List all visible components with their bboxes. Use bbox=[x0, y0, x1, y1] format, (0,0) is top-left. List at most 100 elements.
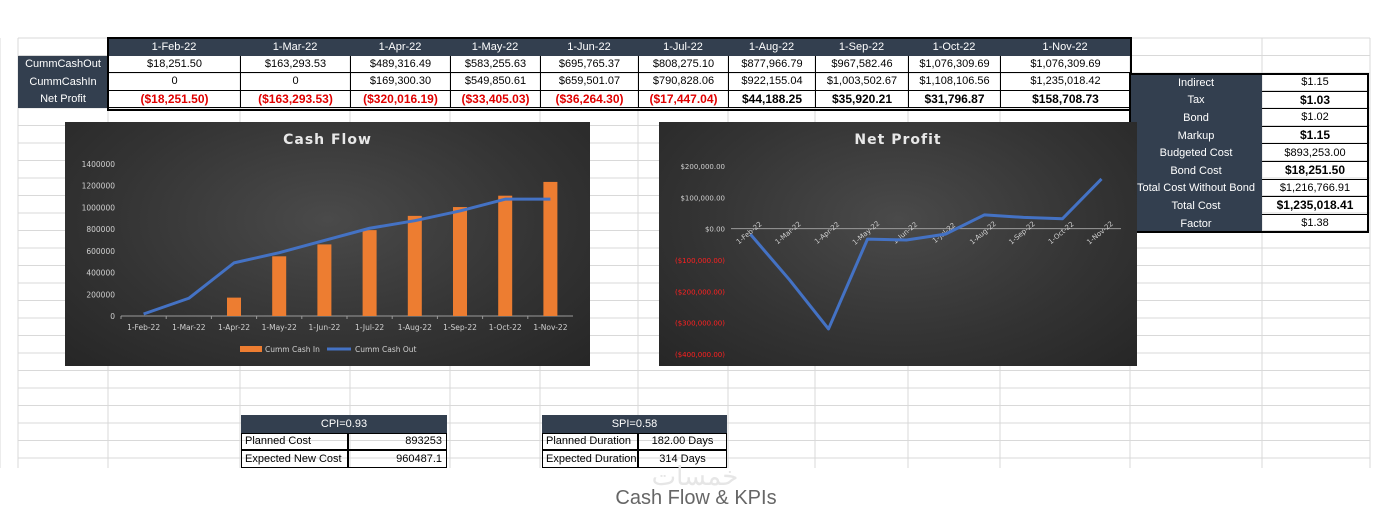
table-cell-1-2[interactable]: $169,300.30 bbox=[350, 73, 450, 91]
param-label-8[interactable]: Factor bbox=[1130, 214, 1262, 233]
param-value-6[interactable]: $1,216,766.91 bbox=[1262, 180, 1368, 198]
month-header-5[interactable]: 1-Jul-22 bbox=[638, 38, 728, 56]
cf-xtick-label: 1-Nov-22 bbox=[533, 323, 567, 332]
cpi-value-1[interactable]: 960487.1 bbox=[348, 450, 447, 468]
cf-bar bbox=[453, 207, 467, 316]
cf-ytick-label: 800000 bbox=[86, 225, 115, 234]
table-cell-2-8[interactable]: $31,796.87 bbox=[908, 90, 1000, 108]
month-header-1[interactable]: 1-Mar-22 bbox=[240, 38, 350, 56]
param-value-5[interactable]: $18,251.50 bbox=[1262, 162, 1368, 180]
net-profit-plot: $200,000.00 $100,000.00 $0.00 ($100,000.00)… bbox=[675, 163, 1121, 359]
table-cell-1-5[interactable]: $790,828.06 bbox=[638, 73, 728, 91]
cf-line-series bbox=[143, 197, 551, 316]
month-header-6[interactable]: 1-Aug-22 bbox=[728, 38, 815, 56]
param-label-0[interactable]: Indirect bbox=[1130, 74, 1262, 92]
param-label-6[interactable]: Total Cost Without Bond bbox=[1130, 179, 1262, 198]
param-value-1[interactable]: $1.03 bbox=[1262, 92, 1368, 110]
param-value-8[interactable]: $1.38 bbox=[1262, 215, 1368, 233]
cf-xtick-label: 1-Aug-22 bbox=[398, 323, 432, 332]
param-value-4[interactable]: $893,253.00 bbox=[1262, 144, 1368, 162]
table-cell-2-3[interactable]: ($33,405.03) bbox=[450, 90, 540, 108]
table-cell-0-4[interactable]: $695,765.37 bbox=[540, 55, 638, 73]
table-cell-2-7[interactable]: $35,920.21 bbox=[815, 90, 908, 108]
np-ytick-label: ($100,000.00) bbox=[675, 257, 725, 265]
spi-header[interactable]: SPI=0.58 bbox=[542, 415, 727, 433]
table-cell-1-9[interactable]: $1,235,018.42 bbox=[1000, 73, 1130, 91]
table-cell-1-6[interactable]: $922,155.04 bbox=[728, 73, 815, 91]
table-cell-2-4[interactable]: ($36,264.30) bbox=[540, 90, 638, 108]
cf-xtick-label: 1-Mar-22 bbox=[172, 323, 206, 332]
param-value-7[interactable]: $1,235,018.41 bbox=[1262, 197, 1368, 215]
table-cell-1-4[interactable]: $659,501.07 bbox=[540, 73, 638, 91]
np-ytick-label: ($200,000.00) bbox=[675, 288, 725, 296]
table-cell-0-8[interactable]: $1,076,309.69 bbox=[908, 55, 1000, 73]
cf-xtick-label: 1-Oct-22 bbox=[489, 323, 522, 332]
table-cell-0-7[interactable]: $967,582.46 bbox=[815, 55, 908, 73]
np-xtick-label: 1-Oct-22 bbox=[1047, 220, 1076, 246]
row-label-2[interactable]: Net Profit bbox=[18, 90, 108, 108]
cf-ytick-label: 1400000 bbox=[82, 160, 116, 169]
month-header-4[interactable]: 1-Jun-22 bbox=[540, 38, 638, 56]
spi-value-0[interactable]: 182.00 Days bbox=[638, 432, 727, 450]
table-cell-2-1[interactable]: ($163,293.53) bbox=[240, 90, 350, 108]
table-cell-2-9[interactable]: $158,708.73 bbox=[1000, 90, 1130, 108]
table-cell-0-0[interactable]: $18,251.50 bbox=[108, 55, 240, 73]
param-label-3[interactable]: Markup bbox=[1130, 126, 1262, 145]
cf-bar bbox=[227, 297, 241, 316]
table-cell-0-6[interactable]: $877,966.79 bbox=[728, 55, 815, 73]
param-label-2[interactable]: Bond bbox=[1130, 109, 1262, 127]
table-cell-0-2[interactable]: $489,316.49 bbox=[350, 55, 450, 73]
cf-xtick-label: 1-Sep-22 bbox=[443, 323, 477, 332]
np-line-series bbox=[749, 177, 1103, 331]
row-label-0[interactable]: CummCashOut bbox=[18, 55, 108, 73]
month-header-2[interactable]: 1-Apr-22 bbox=[350, 38, 450, 56]
spi-label-0[interactable]: Planned Duration bbox=[542, 432, 638, 450]
np-xtick-label: 1-Mar-22 bbox=[774, 220, 803, 246]
table-cell-0-3[interactable]: $583,255.63 bbox=[450, 55, 540, 73]
month-header-9[interactable]: 1-Nov-22 bbox=[1000, 38, 1130, 56]
param-value-0[interactable]: $1.15 bbox=[1262, 74, 1368, 92]
table-cell-1-7[interactable]: $1,003,502.67 bbox=[815, 73, 908, 91]
cpi-header[interactable]: CPI=0.93 bbox=[241, 415, 447, 433]
month-header-8[interactable]: 1-Oct-22 bbox=[908, 38, 1000, 56]
param-label-7[interactable]: Total Cost bbox=[1130, 197, 1262, 215]
page-caption: Cash Flow & KPIs bbox=[615, 487, 777, 509]
np-ytick-label: ($400,000.00) bbox=[675, 351, 725, 359]
table-cell-2-5[interactable]: ($17,447.04) bbox=[638, 90, 728, 108]
param-value-3[interactable]: $1.15 bbox=[1262, 127, 1368, 145]
cf-xtick-label: 1-Jun-22 bbox=[308, 323, 340, 332]
cpi-label-0[interactable]: Planned Cost bbox=[241, 432, 348, 450]
table-cell-0-9[interactable]: $1,076,309.69 bbox=[1000, 55, 1130, 73]
table-cell-0-1[interactable]: $163,293.53 bbox=[240, 55, 350, 73]
table-cell-1-1[interactable]: 0 bbox=[240, 73, 350, 91]
month-header-7[interactable]: 1-Sep-22 bbox=[815, 38, 908, 56]
cpi-label-1[interactable]: Expected New Cost bbox=[241, 450, 348, 468]
cash-flow-chart-title: Cash Flow bbox=[283, 132, 372, 148]
table-cell-1-0[interactable]: 0 bbox=[108, 73, 240, 91]
month-header-0[interactable]: 1-Feb-22 bbox=[108, 38, 240, 56]
cf-legend-swatch-bar bbox=[240, 346, 262, 352]
table-cell-2-0[interactable]: ($18,251.50) bbox=[108, 90, 240, 108]
cf-bar bbox=[543, 181, 558, 316]
spi-label-1[interactable]: Expected Duration bbox=[542, 450, 638, 468]
table-cell-2-6[interactable]: $44,188.25 bbox=[728, 90, 815, 108]
param-label-5[interactable]: Bond Cost bbox=[1130, 162, 1262, 180]
np-xtick-label: 1-Nov-22 bbox=[1085, 220, 1115, 247]
row-label-1[interactable]: CummCashIn bbox=[18, 73, 108, 91]
month-header-3[interactable]: 1-May-22 bbox=[450, 38, 540, 56]
table-cell-1-3[interactable]: $549,850.61 bbox=[450, 73, 540, 91]
cpi-value-0[interactable]: 893253 bbox=[348, 432, 447, 450]
param-label-1[interactable]: Tax bbox=[1130, 91, 1262, 110]
param-value-2[interactable]: $1.02 bbox=[1262, 109, 1368, 127]
np-xtick-label: 1-Apr-22 bbox=[813, 220, 841, 245]
np-ytick-label: ($300,000.00) bbox=[675, 320, 725, 328]
spi-value-1[interactable]: 314 Days bbox=[638, 450, 727, 468]
cash-flow-chart[interactable]: Cash Flow 0 200000 400000 600000 800000 10000… bbox=[65, 122, 590, 366]
table-cell-1-8[interactable]: $1,108,106.56 bbox=[908, 73, 1000, 91]
table-cell-2-2[interactable]: ($320,016.19) bbox=[350, 90, 450, 108]
cf-bar bbox=[362, 230, 377, 316]
table-cell-0-5[interactable]: $808,275.10 bbox=[638, 55, 728, 73]
cf-legend-label: Cumm Cash Out bbox=[355, 345, 417, 354]
net-profit-chart[interactable]: Net Profit $200,000.00 $100,000.00 $0.00 ($… bbox=[659, 122, 1137, 366]
param-label-4[interactable]: Budgeted Cost bbox=[1130, 144, 1262, 162]
